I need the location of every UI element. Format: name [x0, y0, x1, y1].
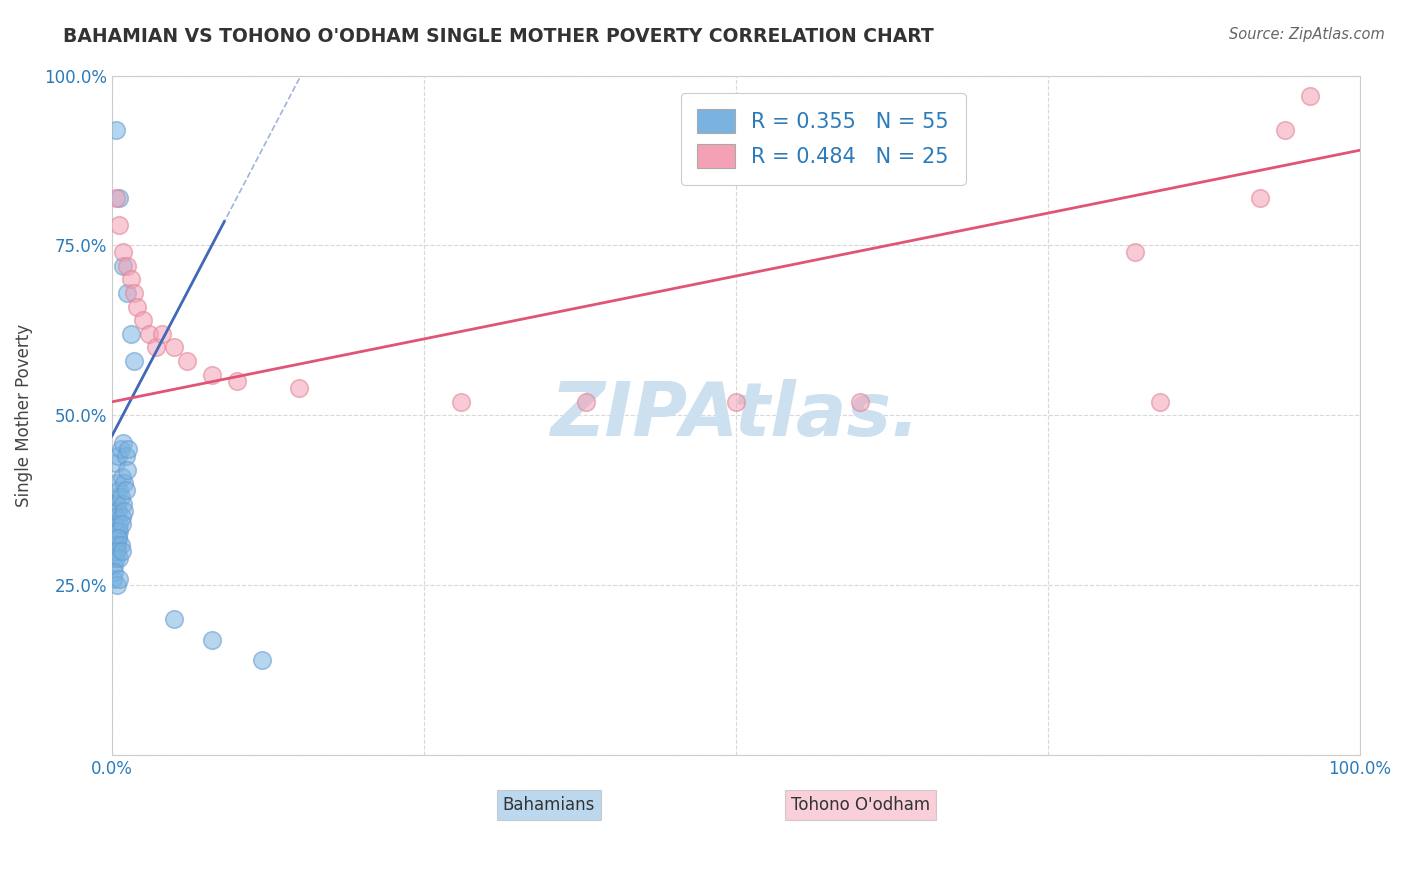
- Point: [111, 510, 134, 524]
- Point: [108, 191, 131, 205]
- Point: [201, 632, 224, 647]
- Point: [103, 565, 125, 579]
- Point: [108, 483, 131, 498]
- Point: [104, 544, 127, 558]
- Point: [104, 191, 127, 205]
- Point: [104, 456, 127, 470]
- Point: [105, 476, 128, 491]
- Point: [132, 313, 155, 327]
- Point: [111, 469, 134, 483]
- Point: [120, 272, 142, 286]
- Point: [124, 286, 146, 301]
- Point: [1123, 245, 1146, 260]
- Point: [114, 483, 136, 498]
- Point: [114, 449, 136, 463]
- Point: [107, 531, 129, 545]
- Point: [115, 463, 138, 477]
- Point: [1274, 123, 1296, 137]
- Point: [103, 558, 125, 572]
- Point: [103, 544, 125, 558]
- Point: [575, 394, 598, 409]
- Point: [107, 503, 129, 517]
- Text: ZIPAtlas.: ZIPAtlas.: [551, 379, 921, 452]
- Point: [108, 218, 131, 232]
- Point: [1298, 89, 1320, 103]
- Point: [103, 517, 125, 532]
- Point: [103, 551, 125, 566]
- Point: [107, 449, 129, 463]
- Point: [117, 442, 139, 457]
- Point: [112, 245, 135, 260]
- Point: [105, 538, 128, 552]
- Point: [288, 381, 311, 395]
- Point: [145, 341, 167, 355]
- Point: [849, 394, 872, 409]
- Point: [110, 442, 132, 457]
- Point: [104, 551, 127, 566]
- Point: [450, 394, 472, 409]
- Point: [1249, 191, 1271, 205]
- Point: [724, 394, 747, 409]
- Point: [112, 497, 135, 511]
- Point: [103, 531, 125, 545]
- Point: [114, 503, 136, 517]
- Point: [138, 326, 160, 341]
- Point: [112, 259, 135, 273]
- Point: [163, 341, 186, 355]
- Point: [115, 286, 138, 301]
- Text: Tohono O'odham: Tohono O'odham: [792, 797, 929, 814]
- Point: [112, 435, 135, 450]
- Point: [108, 524, 131, 538]
- Point: [176, 354, 198, 368]
- Point: [111, 544, 134, 558]
- Point: [107, 531, 129, 545]
- Point: [125, 300, 148, 314]
- Point: [105, 544, 128, 558]
- Text: BAHAMIAN VS TOHONO O'ODHAM SINGLE MOTHER POVERTY CORRELATION CHART: BAHAMIAN VS TOHONO O'ODHAM SINGLE MOTHER…: [63, 27, 934, 45]
- Point: [103, 538, 125, 552]
- Point: [107, 524, 129, 538]
- Point: [110, 490, 132, 504]
- Point: [115, 259, 138, 273]
- Point: [104, 123, 127, 137]
- Point: [108, 551, 131, 566]
- Point: [103, 503, 125, 517]
- Point: [104, 524, 127, 538]
- Legend: R = 0.355   N = 55, R = 0.484   N = 25: R = 0.355 N = 55, R = 0.484 N = 25: [681, 93, 966, 185]
- Point: [110, 538, 132, 552]
- Text: Source: ZipAtlas.com: Source: ZipAtlas.com: [1229, 27, 1385, 42]
- Point: [163, 612, 186, 626]
- Point: [124, 354, 146, 368]
- Text: Bahamians: Bahamians: [502, 797, 595, 814]
- Point: [104, 490, 127, 504]
- Point: [103, 572, 125, 586]
- Point: [104, 510, 127, 524]
- Point: [105, 497, 128, 511]
- Point: [108, 517, 131, 532]
- Point: [114, 476, 136, 491]
- Point: [120, 326, 142, 341]
- Point: [105, 538, 128, 552]
- Point: [201, 368, 224, 382]
- Point: [150, 326, 173, 341]
- Point: [225, 375, 247, 389]
- Point: [1149, 394, 1171, 409]
- Point: [108, 572, 131, 586]
- Point: [105, 578, 128, 592]
- Point: [111, 517, 134, 532]
- Point: [250, 653, 273, 667]
- Y-axis label: Single Mother Poverty: Single Mother Poverty: [15, 324, 32, 507]
